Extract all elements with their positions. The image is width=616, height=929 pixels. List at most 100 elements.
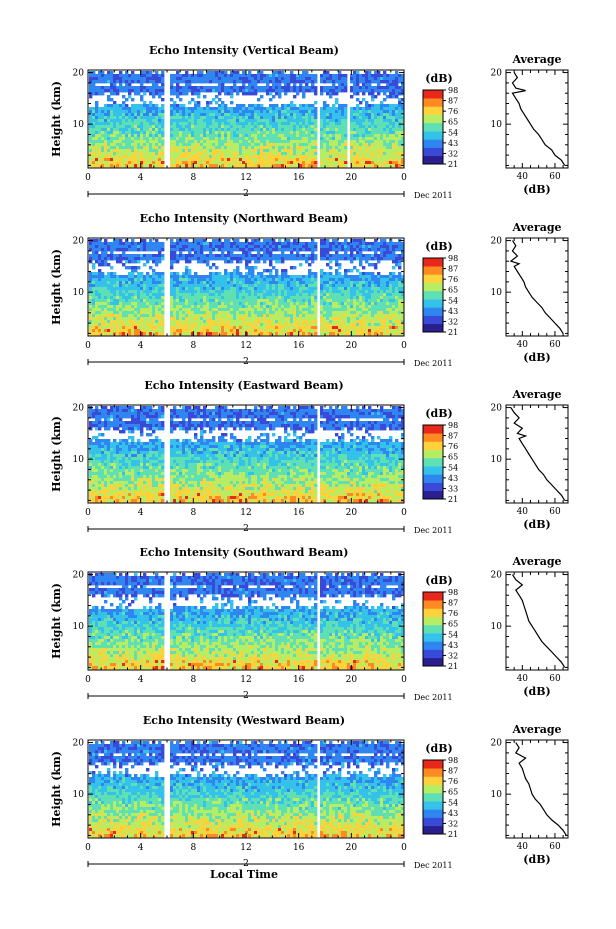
heatmap-cell <box>161 119 165 123</box>
heatmap-cell <box>338 155 342 159</box>
heatmap-cell <box>122 152 126 156</box>
heatmap-cell <box>353 161 357 165</box>
heatmap-cell <box>287 80 291 84</box>
heatmap-cell <box>170 149 174 153</box>
heatmap-cell <box>338 278 342 282</box>
heatmap-cell <box>311 146 315 150</box>
heatmap-cell <box>368 149 372 153</box>
heatmap-cell <box>134 293 138 297</box>
heatmap-cell <box>377 287 381 291</box>
heatmap-cell <box>338 131 342 135</box>
heatmap-cell <box>269 134 273 138</box>
heatmap-cell <box>194 290 198 294</box>
heatmap-cell <box>278 290 282 294</box>
heatmap-cell <box>230 92 234 96</box>
heatmap-cell <box>179 92 183 96</box>
heatmap-cell <box>323 86 327 90</box>
heatmap-cell <box>113 74 117 78</box>
heatmap-cell <box>173 128 177 132</box>
heatmap-cell <box>158 92 162 96</box>
heatmap-cell <box>95 158 99 162</box>
heatmap-cell <box>197 116 201 120</box>
heatmap-cell <box>92 296 96 300</box>
heatmap-cell <box>185 77 189 81</box>
heatmap-cell <box>290 119 294 123</box>
heatmap-cell <box>182 143 186 147</box>
heatmap-cell <box>227 275 231 279</box>
heatmap-cell <box>113 305 117 309</box>
heatmap-cell <box>119 146 123 150</box>
heatmap-cell <box>239 128 243 132</box>
heatmap-cell <box>101 74 105 78</box>
heatmap-cell <box>356 278 360 282</box>
heatmap-cell <box>116 290 120 294</box>
heatmap-cell <box>380 74 384 78</box>
heatmap-cell <box>299 263 303 267</box>
heatmap-cell <box>197 89 201 93</box>
heatmap-cell <box>251 140 255 144</box>
heatmap-cell <box>149 275 153 279</box>
heatmap-cell <box>233 290 237 294</box>
heatmap-cell <box>179 254 183 258</box>
heatmap-cell <box>398 131 402 135</box>
heatmap-cell <box>116 134 120 138</box>
heatmap-cell <box>128 296 132 300</box>
heatmap-cell <box>392 281 396 285</box>
heatmap-cell <box>326 161 330 165</box>
heatmap-cell <box>395 242 399 246</box>
heatmap-cell <box>221 110 225 114</box>
heatmap-cell <box>329 155 333 159</box>
heatmap-cell <box>134 287 138 291</box>
heatmap-cell <box>239 254 243 258</box>
heatmap-cell <box>122 86 126 90</box>
heatmap-cell <box>152 92 156 96</box>
heatmap-cell <box>386 140 390 144</box>
heatmap-cell <box>110 287 114 291</box>
heatmap-cell <box>254 134 258 138</box>
heatmap-cell <box>176 77 180 81</box>
heatmap-cell <box>278 80 282 84</box>
heatmap-cell <box>335 257 339 261</box>
heatmap-cell <box>392 275 396 279</box>
heatmap-cell <box>296 239 300 243</box>
heatmap-cell <box>152 272 156 276</box>
heatmap-cell <box>347 245 351 249</box>
heatmap-cell <box>356 116 360 120</box>
heatmap-cell <box>203 77 207 81</box>
heatmap-cell <box>401 293 405 297</box>
heatmap-cell <box>323 257 327 261</box>
heatmap-cell <box>104 137 108 141</box>
heatmap-cell <box>143 281 147 285</box>
heatmap-cell <box>179 113 183 117</box>
heatmap-cell <box>146 143 150 147</box>
heatmap-cell <box>122 161 126 165</box>
heatmap-cell <box>137 161 141 165</box>
heatmap-cell <box>296 257 300 261</box>
heatmap-cell <box>251 80 255 84</box>
heatmap-cell <box>137 113 141 117</box>
heatmap-cell <box>248 143 252 147</box>
heatmap-cell <box>236 260 240 264</box>
heatmap-cell <box>110 107 114 111</box>
heatmap-cell <box>116 131 120 135</box>
heatmap-cell <box>101 254 105 258</box>
heatmap-cell <box>233 80 237 84</box>
heatmap-cell <box>305 284 309 288</box>
heatmap-cell <box>251 269 255 273</box>
heatmap-cell <box>302 305 306 309</box>
heatmap-cell <box>206 77 210 81</box>
heatmap-cell <box>149 239 153 243</box>
heatmap-cell <box>230 71 234 75</box>
heatmap-cell <box>107 74 111 78</box>
heatmap-cell <box>320 113 324 117</box>
heatmap-cell <box>149 107 153 111</box>
heatmap-cell <box>314 80 318 84</box>
heatmap-cell <box>188 242 192 246</box>
heatmap-cell <box>215 290 219 294</box>
heatmap-cell <box>347 257 351 261</box>
heatmap-cell <box>362 119 366 123</box>
heatmap-cell <box>395 140 399 144</box>
heatmap-cell <box>155 80 159 84</box>
heatmap-cell <box>260 278 264 282</box>
heatmap-cell <box>110 146 114 150</box>
